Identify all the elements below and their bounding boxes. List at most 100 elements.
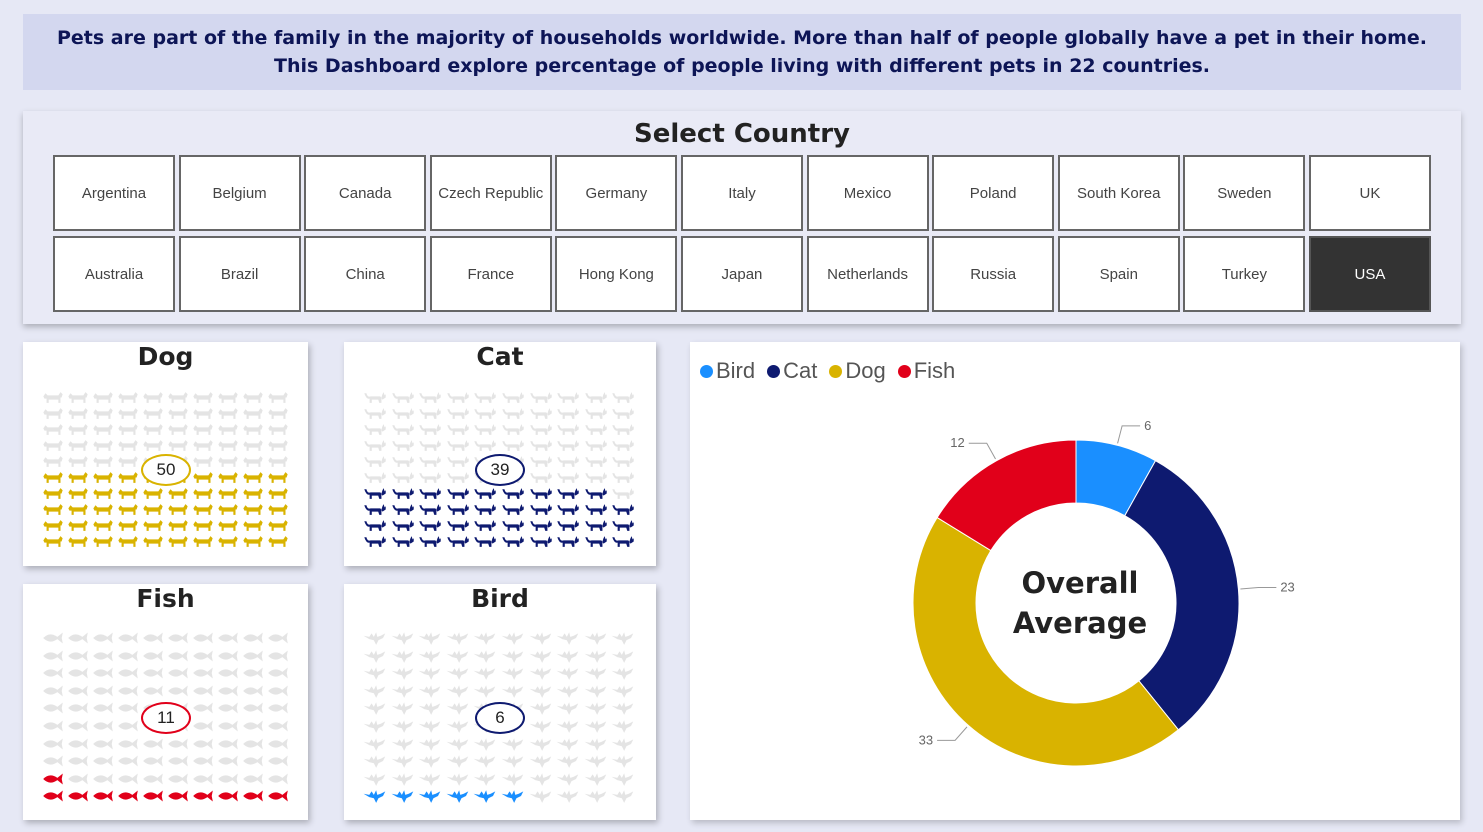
fish-icon: [93, 720, 113, 732]
cat-icon: [502, 440, 524, 451]
dog-icon: [193, 424, 213, 435]
legend-label: Cat: [783, 358, 818, 383]
legend-dot: [897, 364, 911, 378]
bird-icon: [501, 790, 524, 804]
country-button-japan[interactable]: Japan: [680, 236, 803, 312]
cat-icon: [447, 392, 469, 403]
dog-icon: [243, 536, 263, 547]
legend-item-dog[interactable]: Dog: [829, 358, 886, 384]
dog-icon: [93, 392, 113, 403]
bird-icon: [363, 737, 386, 751]
country-button-poland[interactable]: Poland: [932, 155, 1055, 231]
country-button-argentina[interactable]: Argentina: [53, 155, 175, 231]
cat-icon: [612, 440, 635, 451]
country-button-usa[interactable]: USA: [1308, 236, 1431, 312]
fish-icon: [193, 720, 213, 732]
bird-icon: [556, 755, 579, 769]
country-button-russia[interactable]: Russia: [932, 236, 1055, 312]
bird-icon: [363, 685, 386, 698]
dog-icon: [193, 440, 213, 451]
dog-icon: [218, 488, 238, 499]
dog-icon: [118, 456, 138, 467]
legend-item-fish[interactable]: Fish: [897, 358, 955, 384]
bird-icon: [529, 720, 551, 733]
cat-icon: [557, 456, 579, 467]
center-label: Average: [1013, 606, 1147, 640]
bird-icon: [446, 632, 469, 645]
country-button-italy[interactable]: Italy: [680, 155, 803, 231]
cat-icon: [447, 536, 469, 547]
country-button-belgium[interactable]: Belgium: [178, 155, 301, 231]
bird-icon: [611, 667, 634, 681]
country-button-spain[interactable]: Spain: [1057, 236, 1180, 312]
leader-line: [1117, 425, 1141, 444]
fish-icon: [243, 755, 263, 767]
bird-icon: [501, 737, 524, 751]
bird-icon: [418, 755, 441, 769]
cat-icon: [447, 504, 469, 515]
country-button-china[interactable]: China: [304, 236, 427, 312]
donut-slice-dog[interactable]: [912, 516, 1180, 767]
donut-slice-fish[interactable]: [936, 439, 1077, 552]
dog-card: Dog 50: [23, 342, 308, 566]
country-button-south-korea[interactable]: South Korea: [1057, 155, 1180, 231]
cat-icon: [557, 488, 579, 499]
country-button-uk[interactable]: UK: [1308, 155, 1431, 231]
country-button-sweden[interactable]: Sweden: [1183, 155, 1306, 231]
country-button-hong-kong[interactable]: Hong Kong: [555, 236, 678, 312]
legend-item-cat[interactable]: Cat: [767, 358, 817, 384]
bird-icon: [473, 685, 496, 698]
cat-icon: [364, 440, 386, 451]
fish-icon: [68, 738, 88, 750]
dog-icon: [43, 456, 63, 467]
cat-icon: [474, 408, 497, 419]
bird-icon: [529, 685, 551, 698]
country-button-france[interactable]: France: [429, 236, 552, 312]
dog-icon: [68, 504, 88, 515]
donut-slice-cat[interactable]: [1124, 460, 1240, 731]
dog-icon: [268, 408, 288, 419]
country-button-netherlands[interactable]: Netherlands: [806, 236, 929, 312]
bird-icon: [556, 790, 579, 804]
cat-icon: [529, 408, 552, 419]
country-button-turkey[interactable]: Turkey: [1183, 236, 1306, 312]
fish-icon: [143, 685, 163, 697]
legend-label: Bird: [716, 358, 756, 383]
country-slicer: Select Country Argentina Belgium Canada Cze…: [23, 111, 1461, 324]
fish-icon: [93, 685, 113, 697]
cat-icon: [502, 504, 524, 515]
country-button-canada[interactable]: Canada: [304, 155, 427, 231]
fish-icon: [143, 773, 163, 785]
dog-icon: [93, 520, 113, 531]
dog-icon: [118, 424, 138, 435]
dog-icon: [93, 440, 113, 451]
cat-icon: [529, 488, 552, 499]
country-button-mexico[interactable]: Mexico: [806, 155, 929, 231]
fish-card: Fish 11: [23, 584, 308, 820]
country-button-brazil[interactable]: Brazil: [178, 236, 301, 312]
country-button-czech-republic[interactable]: Czech Republic: [429, 155, 552, 231]
fish-icon: [193, 738, 213, 750]
fish-icon: [118, 667, 138, 679]
dog-icon: [143, 424, 163, 435]
fish-icon: [143, 667, 163, 679]
dog-icon: [218, 536, 238, 547]
cat-icon: [612, 472, 635, 483]
dog-icon: [68, 424, 88, 435]
dog-icon: [168, 424, 188, 435]
country-button-germany[interactable]: Germany: [555, 155, 678, 231]
country-button-australia[interactable]: Australia: [53, 236, 175, 312]
bird-icon: [391, 632, 413, 645]
dog-icon: [243, 456, 263, 467]
dog-icon: [68, 520, 88, 531]
bird-icon: [556, 720, 579, 733]
legend-item-bird[interactable]: Bird: [700, 358, 755, 384]
fish-icon: [168, 667, 188, 679]
bird-icon: [611, 632, 634, 645]
dog-icon: [268, 472, 288, 483]
fish-icon: [218, 773, 238, 785]
bird-icon: [391, 773, 413, 786]
fish-icon: [68, 650, 88, 662]
fish-icon: [168, 773, 188, 785]
dog-icon: [243, 440, 263, 451]
